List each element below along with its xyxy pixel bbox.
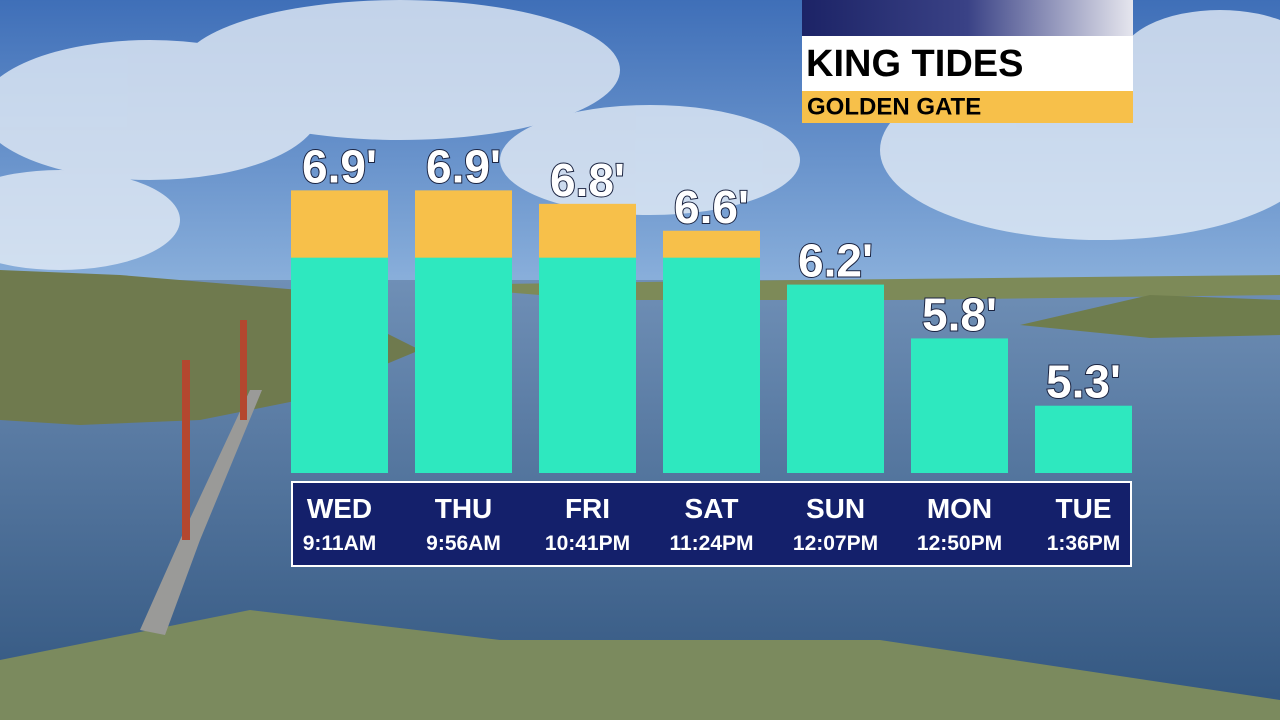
x-tick-label: TUE [1056,493,1112,524]
value-label: 6.6' [674,181,749,233]
time-label: 9:56AM [426,532,501,555]
category-band [291,481,1132,567]
x-tick-label: WED [307,493,372,524]
bar [291,257,388,473]
x-tick-label: SAT [685,493,739,524]
title-box: KING TIDES GOLDEN GATE [802,0,1133,123]
x-tick-label: FRI [565,493,610,524]
value-label: 5.3' [1046,356,1121,408]
value-label: 6.8' [550,154,625,206]
subtitle: GOLDEN GATE [807,93,981,120]
x-tick-label: SUN [806,493,865,524]
time-label: 11:24PM [669,532,753,555]
title: KING TIDES [806,43,1023,85]
time-label: 9:11AM [303,532,377,555]
value-label: 5.8' [922,288,997,340]
bar [415,257,512,473]
value-label: 6.9' [302,140,377,192]
value-label: 6.2' [798,235,873,287]
bar [1035,405,1132,473]
value-label: 6.9' [426,140,501,192]
bar [539,257,636,473]
time-label: 12:07PM [793,532,878,555]
bar [663,257,760,473]
bar [787,284,884,473]
time-label: 10:41PM [545,532,630,555]
x-tick-label: MON [927,493,992,524]
bar [911,338,1008,473]
time-label: 1:36PM [1047,532,1121,555]
time-label: 12:50PM [917,532,1002,555]
x-tick-label: THU [435,493,493,524]
